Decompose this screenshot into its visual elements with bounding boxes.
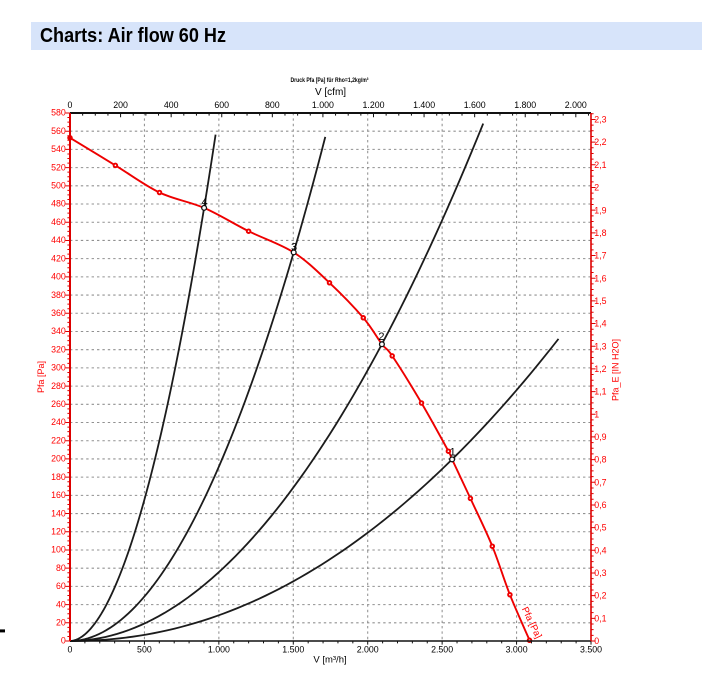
svg-text:480: 480 <box>51 199 66 209</box>
svg-text:380: 380 <box>51 290 66 300</box>
svg-text:3.500: 3.500 <box>580 645 602 655</box>
svg-text:0,5: 0,5 <box>594 523 606 533</box>
svg-text:Charts: Air flow 60 Hz: Charts: Air flow 60 Hz <box>40 25 226 47</box>
svg-text:2,3: 2,3 <box>594 115 606 125</box>
svg-text:1.600: 1.600 <box>464 100 486 110</box>
svg-text:360: 360 <box>51 308 66 318</box>
svg-text:0,7: 0,7 <box>594 477 606 487</box>
svg-text:0,6: 0,6 <box>594 500 606 510</box>
svg-text:0,2: 0,2 <box>594 591 606 601</box>
svg-text:1.400: 1.400 <box>413 100 435 110</box>
svg-text:0: 0 <box>594 636 599 646</box>
svg-text:400: 400 <box>51 272 66 282</box>
svg-text:240: 240 <box>51 417 66 427</box>
svg-text:400: 400 <box>164 100 179 110</box>
svg-text:3: 3 <box>291 241 297 253</box>
svg-text:4: 4 <box>202 196 208 208</box>
svg-text:1,9: 1,9 <box>594 205 606 215</box>
svg-text:0,4: 0,4 <box>594 545 606 555</box>
svg-text:2.000: 2.000 <box>565 100 587 110</box>
svg-text:520: 520 <box>51 162 66 172</box>
svg-text:3.000: 3.000 <box>506 645 528 655</box>
svg-text:2: 2 <box>594 183 599 193</box>
svg-text:0,9: 0,9 <box>594 432 606 442</box>
svg-text:220: 220 <box>51 435 66 445</box>
svg-text:1.500: 1.500 <box>282 645 304 655</box>
svg-text:1.000: 1.000 <box>208 645 230 655</box>
svg-text:0: 0 <box>68 100 73 110</box>
svg-text:540: 540 <box>51 144 66 154</box>
svg-text:0: 0 <box>68 645 73 655</box>
svg-text:20: 20 <box>56 618 66 628</box>
svg-text:420: 420 <box>51 253 66 263</box>
svg-text:0,1: 0,1 <box>594 613 606 623</box>
svg-text:100: 100 <box>51 545 66 555</box>
svg-text:560: 560 <box>51 126 66 136</box>
svg-text:800: 800 <box>265 100 280 110</box>
svg-text:2.000: 2.000 <box>357 645 379 655</box>
svg-text:1,8: 1,8 <box>594 228 606 238</box>
svg-text:1.000: 1.000 <box>312 100 334 110</box>
svg-text:1: 1 <box>594 409 599 419</box>
svg-text:0: 0 <box>61 636 66 646</box>
svg-text:Pfa [Pa]: Pfa [Pa] <box>36 361 46 393</box>
svg-text:500: 500 <box>137 645 152 655</box>
svg-text:500: 500 <box>51 181 66 191</box>
svg-text:1.200: 1.200 <box>362 100 384 110</box>
svg-text:1,6: 1,6 <box>594 273 606 283</box>
svg-text:80: 80 <box>56 563 66 573</box>
svg-text:2,1: 2,1 <box>594 160 606 170</box>
svg-text:2.500: 2.500 <box>431 645 453 655</box>
svg-text:300: 300 <box>51 363 66 373</box>
svg-text:60: 60 <box>56 581 66 591</box>
svg-text:1: 1 <box>450 446 456 458</box>
svg-text:V [m³/h]: V [m³/h] <box>313 655 346 666</box>
svg-text:1,7: 1,7 <box>594 251 606 261</box>
svg-text:1,5: 1,5 <box>594 296 606 306</box>
svg-text:1,2: 1,2 <box>594 364 606 374</box>
svg-text:1,1: 1,1 <box>594 387 606 397</box>
svg-text:580: 580 <box>51 108 66 118</box>
svg-text:180: 180 <box>51 472 66 482</box>
svg-text:40: 40 <box>56 599 66 609</box>
svg-text:Druck Pfa [Pa] für Rho=1,2kg/m: Druck Pfa [Pa] für Rho=1,2kg/m³ <box>291 77 369 84</box>
svg-text:Pfa_E [IN H2O]: Pfa_E [IN H2O] <box>611 339 621 401</box>
svg-text:1,3: 1,3 <box>594 341 606 351</box>
svg-text:340: 340 <box>51 326 66 336</box>
svg-text:0,8: 0,8 <box>594 455 606 465</box>
svg-text:0,3: 0,3 <box>594 568 606 578</box>
svg-text:460: 460 <box>51 217 66 227</box>
svg-text:200: 200 <box>113 100 128 110</box>
svg-text:260: 260 <box>51 399 66 409</box>
svg-text:160: 160 <box>51 490 66 500</box>
svg-text:280: 280 <box>51 381 66 391</box>
svg-text:600: 600 <box>214 100 229 110</box>
svg-text:1,4: 1,4 <box>594 319 606 329</box>
svg-text:140: 140 <box>51 508 66 518</box>
svg-text:2: 2 <box>378 331 384 343</box>
svg-text:320: 320 <box>51 344 66 354</box>
svg-text:1.800: 1.800 <box>514 100 536 110</box>
svg-text:440: 440 <box>51 235 66 245</box>
svg-text:200: 200 <box>51 454 66 464</box>
svg-text:120: 120 <box>51 527 66 537</box>
svg-text:V [cfm]: V [cfm] <box>315 87 346 98</box>
svg-text:2,2: 2,2 <box>594 137 606 147</box>
